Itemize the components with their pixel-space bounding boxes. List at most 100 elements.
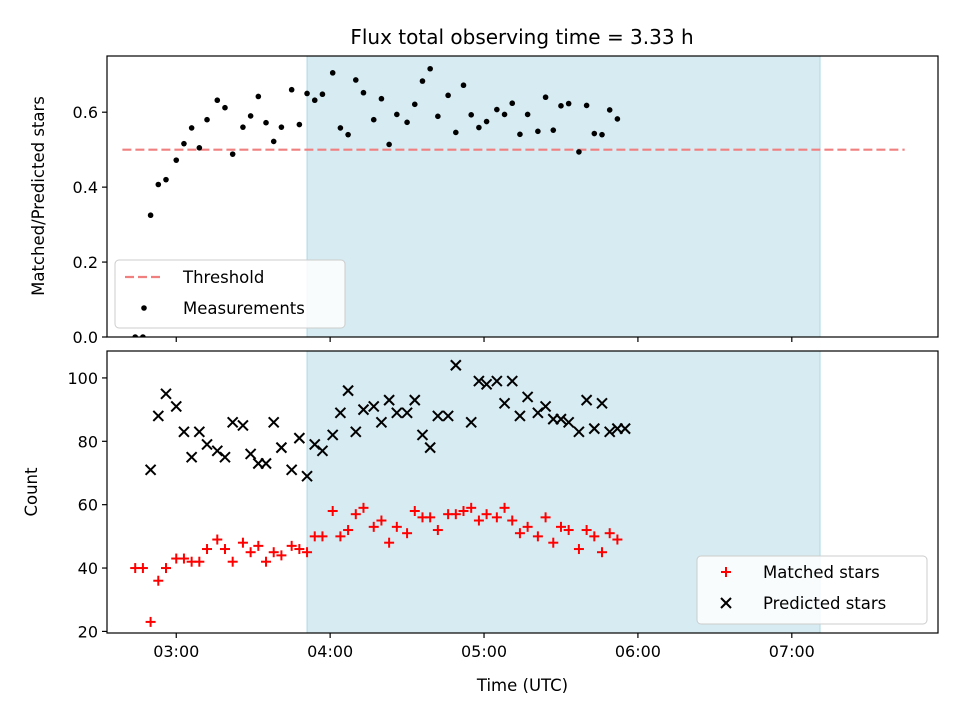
data-point xyxy=(144,464,157,476)
data-point xyxy=(181,140,187,147)
data-point xyxy=(580,394,593,406)
data-point xyxy=(450,359,462,371)
data-point xyxy=(237,419,249,432)
data-point xyxy=(548,537,559,548)
data-point xyxy=(589,531,600,542)
y-tick-label: 0.6 xyxy=(73,103,98,122)
data-point xyxy=(319,91,326,98)
data-point xyxy=(263,119,269,126)
data-point xyxy=(542,94,549,101)
data-point xyxy=(432,410,444,422)
x-tick-label: 06:00 xyxy=(615,642,661,661)
x-stroke-2 xyxy=(506,375,518,387)
data-point xyxy=(583,102,590,109)
data-point xyxy=(509,100,516,107)
x-stroke-2 xyxy=(211,445,223,457)
y-tick-label: 80 xyxy=(78,432,98,451)
data-point xyxy=(532,531,543,542)
data-point xyxy=(140,334,146,337)
data-point xyxy=(614,116,621,122)
data-point xyxy=(327,506,338,517)
x-stroke-2 xyxy=(334,407,347,419)
data-point xyxy=(311,97,318,104)
data-point xyxy=(576,149,582,155)
data-point xyxy=(202,544,213,555)
data-point xyxy=(425,512,436,523)
data-point xyxy=(253,540,264,551)
data-point xyxy=(411,101,418,108)
x-stroke-2 xyxy=(185,451,198,463)
data-point xyxy=(229,151,236,157)
data-point xyxy=(550,127,557,133)
data-point xyxy=(565,100,572,107)
data-point xyxy=(268,416,280,428)
x-stroke-2 xyxy=(350,426,362,438)
x-stroke-2 xyxy=(603,426,616,438)
data-point xyxy=(370,116,377,123)
data-point xyxy=(498,397,511,409)
x-stroke-2 xyxy=(450,359,462,371)
data-point xyxy=(597,547,608,558)
x-stroke-2 xyxy=(442,410,454,422)
x-stroke-2 xyxy=(498,397,511,409)
data-point xyxy=(343,525,354,536)
series-predicted-stars xyxy=(144,359,631,482)
observing-span xyxy=(306,56,821,337)
y-tick-label: 20 xyxy=(78,622,98,641)
data-point xyxy=(302,547,313,558)
x-stroke-2 xyxy=(201,438,213,451)
data-point xyxy=(465,416,477,428)
data-point xyxy=(335,531,346,542)
data-point xyxy=(375,416,388,428)
data-point xyxy=(494,106,500,113)
x-stroke-2 xyxy=(391,407,403,419)
data-point xyxy=(606,107,613,113)
data-point xyxy=(603,426,616,438)
axes-frame xyxy=(106,55,939,338)
data-point xyxy=(535,128,541,135)
x-stroke-2 xyxy=(316,445,329,457)
data-point xyxy=(524,111,531,118)
data-point xyxy=(427,65,433,72)
data-point xyxy=(591,130,598,137)
x-stroke-2 xyxy=(491,375,503,387)
data-point xyxy=(227,556,238,567)
data-point xyxy=(286,540,297,551)
data-point xyxy=(573,544,584,555)
data-point xyxy=(419,78,426,84)
data-point xyxy=(521,391,534,403)
x-tick-label: 03:00 xyxy=(153,642,199,661)
data-point xyxy=(147,212,154,219)
data-point xyxy=(460,82,467,89)
data-point xyxy=(137,563,148,574)
data-point xyxy=(491,512,502,523)
x-stroke-2 xyxy=(619,422,631,435)
x-stroke-2 xyxy=(720,597,732,609)
data-point xyxy=(386,141,392,148)
data-point xyxy=(499,502,510,513)
legend-measurements-swatch xyxy=(141,305,147,311)
data-point xyxy=(555,413,567,425)
data-point xyxy=(604,528,615,539)
data-point xyxy=(384,537,395,548)
data-point xyxy=(170,400,182,413)
y-tick-label: 60 xyxy=(78,496,98,515)
data-point xyxy=(326,429,339,441)
x-stroke-2 xyxy=(555,413,567,425)
x-stroke-2 xyxy=(275,441,288,454)
data-point xyxy=(517,131,523,138)
data-point xyxy=(185,451,198,463)
y-tick-label: 0.4 xyxy=(73,178,98,197)
data-point xyxy=(296,121,303,128)
x-stroke-2 xyxy=(588,422,601,435)
x-stroke-2 xyxy=(580,394,593,406)
x-stroke-2 xyxy=(573,426,585,438)
legend-box xyxy=(696,555,928,625)
data-point xyxy=(588,422,601,435)
y-axis-title: Matched/Predicted stars xyxy=(29,96,48,296)
x-stroke-2 xyxy=(326,429,339,441)
data-point xyxy=(522,521,533,532)
data-point xyxy=(481,509,492,520)
data-point xyxy=(401,407,413,419)
